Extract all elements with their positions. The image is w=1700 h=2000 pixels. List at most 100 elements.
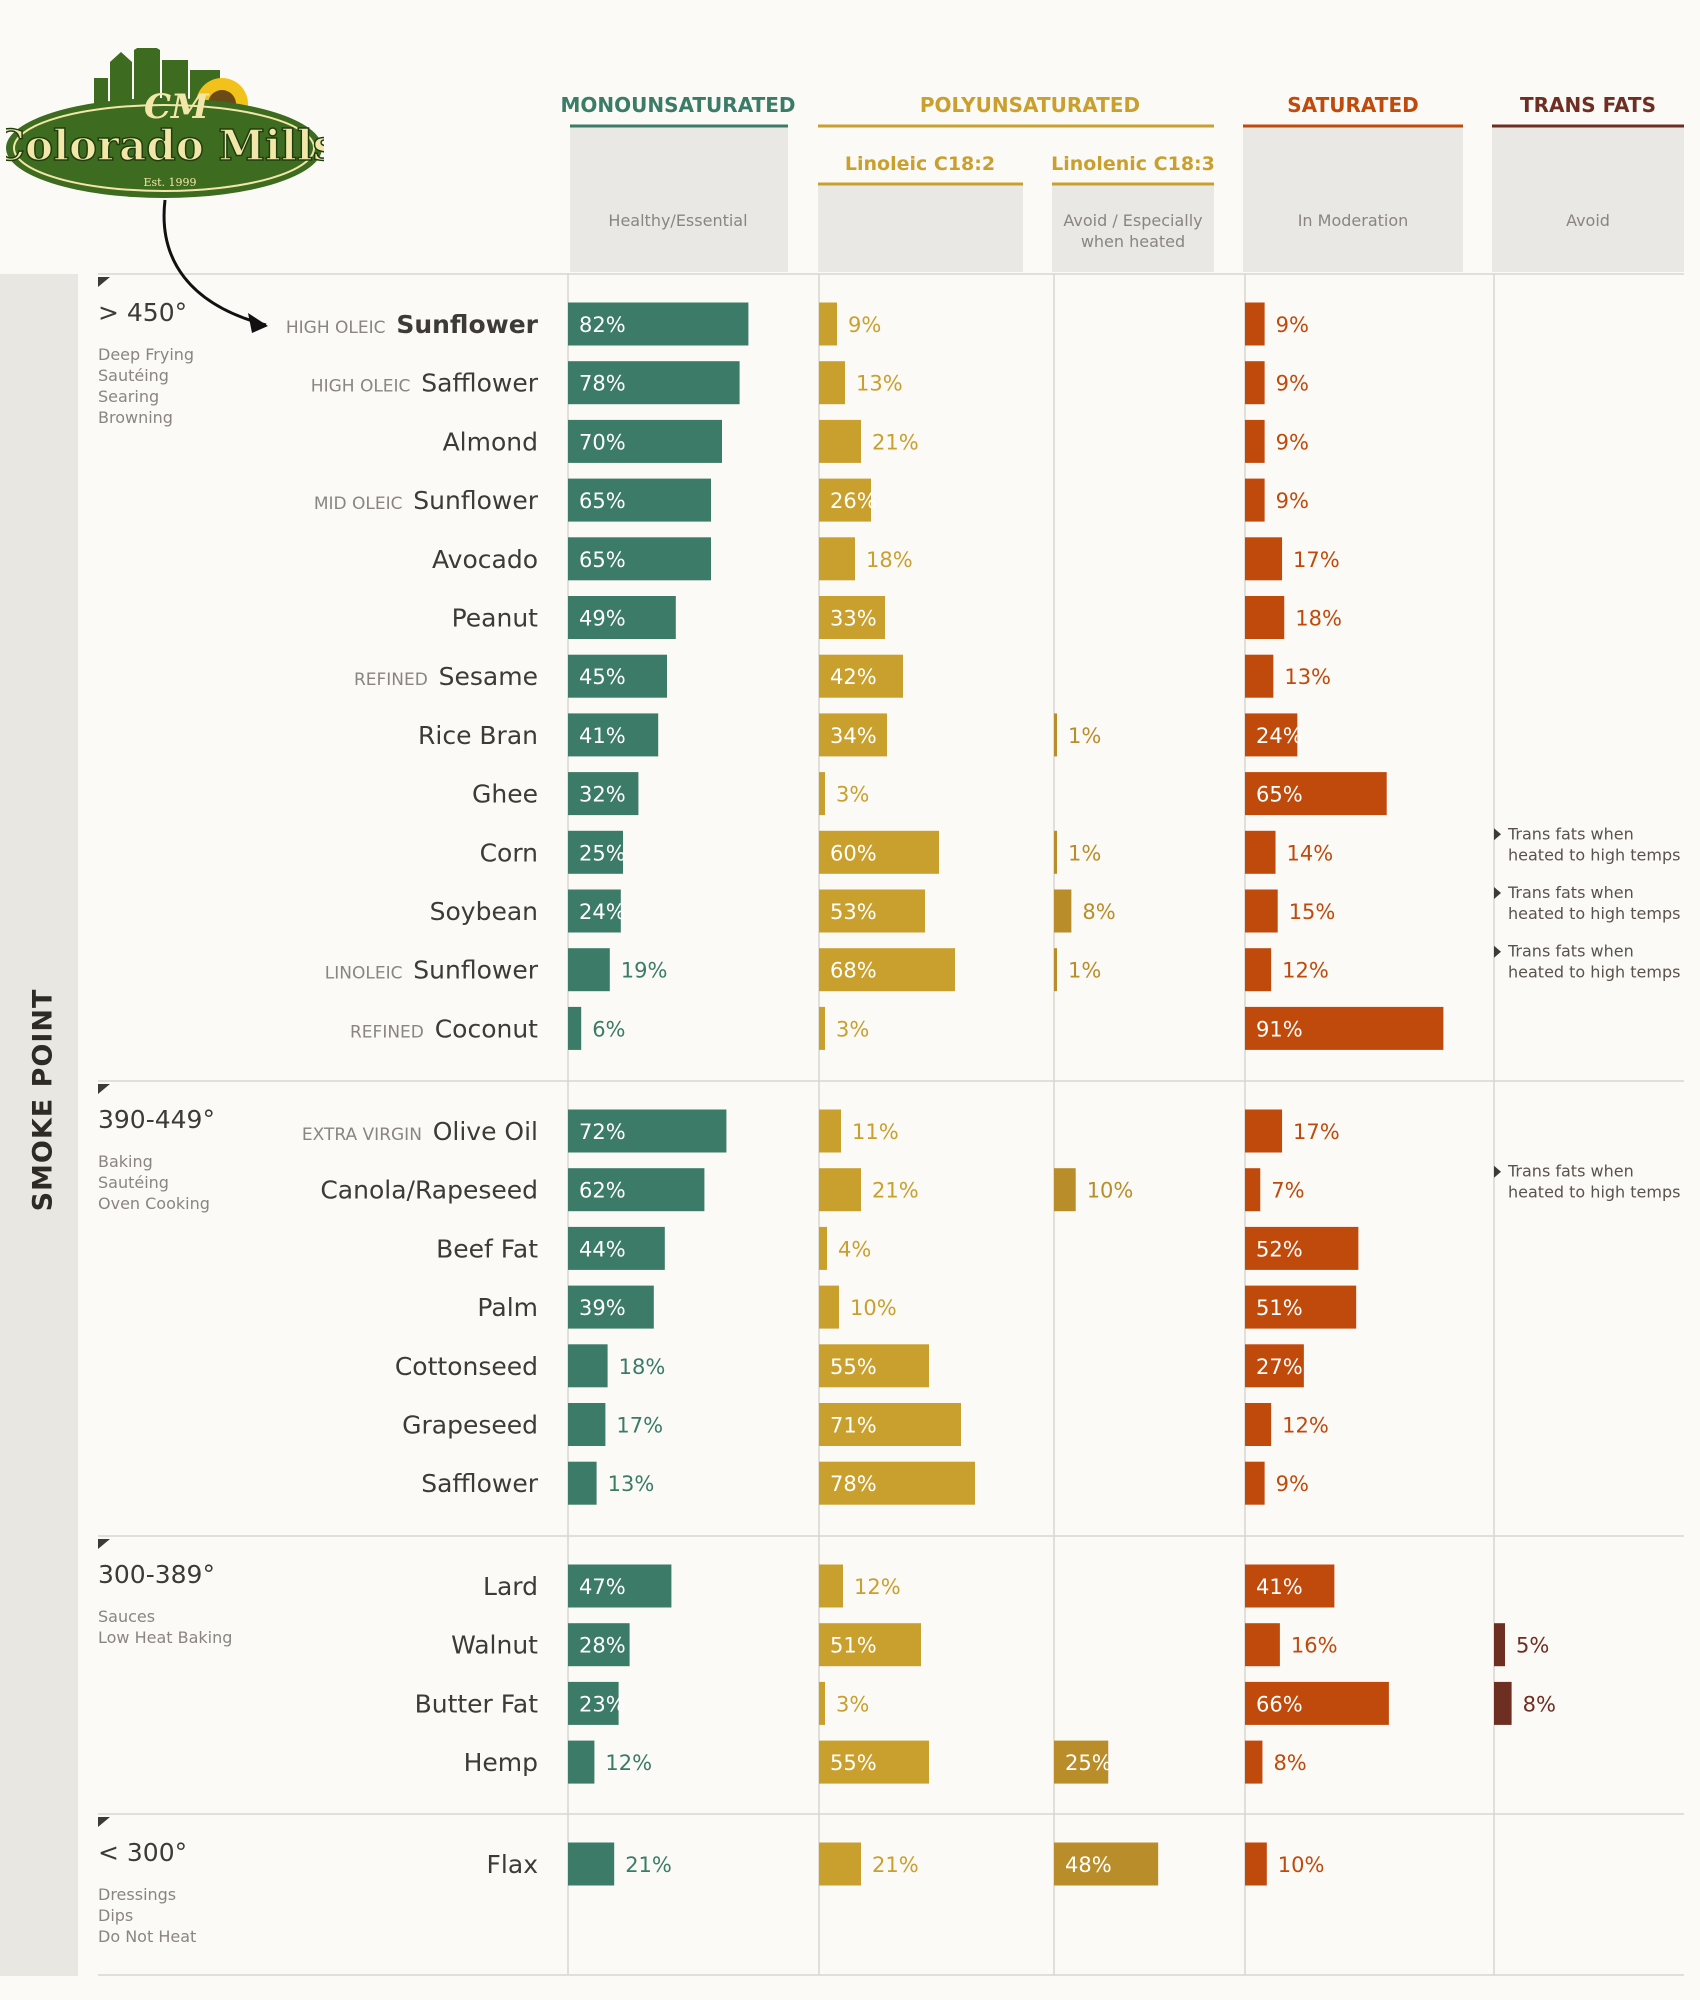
trans-note-marker — [1494, 828, 1501, 841]
oil-name: Canola/Rapeseed — [320, 1176, 538, 1205]
oil-name: Soybean — [430, 897, 538, 926]
bar-sat — [1245, 1842, 1267, 1886]
oil-name: Palm — [477, 1293, 538, 1322]
data-label-sat: 24% — [1256, 724, 1303, 748]
data-label-lnn: 25% — [1065, 1751, 1112, 1775]
oil-qualifier: REFINED — [350, 1022, 424, 1042]
bar-sat — [1245, 1461, 1265, 1505]
bar-sat — [1245, 1344, 1304, 1388]
data-label-lin: 55% — [830, 1355, 877, 1379]
bar-sat — [1245, 1564, 1335, 1608]
data-label-mono: 47% — [579, 1575, 626, 1599]
data-label-sat: 9% — [1276, 489, 1309, 513]
oil-label: Cottonseed — [395, 1352, 538, 1381]
data-label-sat: 12% — [1282, 1414, 1329, 1438]
bar-mono — [568, 948, 610, 992]
group-range: < 300° — [98, 1838, 187, 1867]
group-use: Low Heat Baking — [98, 1628, 232, 1647]
oil-name: Lard — [483, 1572, 538, 1601]
data-label-lin: 53% — [830, 900, 877, 924]
data-label-mono: 25% — [579, 841, 626, 865]
bar-sat — [1245, 1285, 1357, 1329]
group-use: Deep Frying — [98, 345, 194, 364]
data-label-lin: 13% — [856, 372, 903, 396]
trans-fats-note: Trans fats when — [1507, 883, 1634, 902]
column-title-sat: SATURATED — [1287, 93, 1418, 117]
group-use: Browning — [98, 408, 173, 427]
oil-name: Sunflower — [413, 486, 538, 515]
data-label-mono: 41% — [579, 724, 626, 748]
bar-lin — [819, 302, 837, 346]
data-label-sat: 18% — [1295, 607, 1342, 631]
trans-header-panel — [1492, 127, 1684, 272]
bar-lin — [819, 1226, 827, 1270]
data-label-lin: 21% — [872, 1179, 919, 1203]
bar-lin — [819, 596, 885, 639]
bar-mono — [568, 596, 676, 639]
bar-lin — [819, 1006, 825, 1050]
oil-label: Almond — [443, 427, 538, 456]
bar-lnn — [1054, 948, 1057, 992]
oil-qualifier: LINOLEIC — [325, 964, 403, 984]
group-range: 300-389° — [98, 1560, 215, 1589]
bar-mono — [568, 1461, 597, 1505]
group-use: Sautéing — [98, 366, 169, 385]
bar-lin — [819, 713, 887, 757]
data-label-sat: 15% — [1289, 900, 1336, 924]
bar-lin — [819, 1109, 841, 1153]
data-label-mono: 19% — [621, 959, 668, 983]
oil-label: LINOLEIC Sunflower — [325, 956, 539, 985]
bar-mono — [568, 1109, 727, 1153]
bar-sat — [1245, 772, 1387, 816]
data-label-sat: 52% — [1256, 1237, 1303, 1261]
bar-sat — [1245, 1403, 1272, 1446]
column-note-sat: In Moderation — [1298, 211, 1409, 230]
bar-lin — [819, 1344, 929, 1388]
trans-note-marker — [1494, 887, 1501, 899]
bar-lnn — [1054, 1168, 1076, 1212]
group-use: Dressings — [98, 1885, 176, 1904]
oil-qualifier: HIGH OLEIC — [286, 318, 386, 338]
trans-note-marker — [1494, 1165, 1501, 1178]
trans-fats-note: heated to high temps — [1508, 963, 1680, 982]
oil-label: HIGH OLEIC Sunflower — [286, 310, 539, 339]
oil-name: Avocado — [432, 545, 538, 574]
oil-label: Hemp — [464, 1748, 538, 1777]
bar-mono — [568, 1842, 615, 1886]
bar-sat — [1245, 948, 1272, 992]
group-use: Oven Cooking — [98, 1194, 210, 1213]
bar-sat — [1245, 419, 1265, 463]
bar-mono — [568, 1168, 705, 1212]
bar-sat — [1245, 1226, 1359, 1270]
bar-sat — [1245, 361, 1265, 405]
sat-header-panel — [1243, 127, 1463, 272]
data-label-sat: 51% — [1256, 1296, 1303, 1320]
bar-lin — [819, 419, 861, 463]
data-label-lin: 3% — [836, 783, 869, 807]
oil-label: EXTRA VIRGIN Olive Oil — [302, 1117, 538, 1146]
oil-name: Ghee — [472, 780, 538, 809]
oil-label: MID OLEIC Sunflower — [314, 486, 539, 515]
linoleic-header-panel — [818, 184, 1023, 272]
data-label-sat: 14% — [1287, 841, 1334, 865]
data-label-lnn: 1% — [1068, 959, 1101, 983]
data-label-lin: 21% — [872, 430, 919, 454]
data-label-lnn: 8% — [1082, 900, 1115, 924]
bar-sat — [1245, 537, 1283, 581]
group-use: Baking — [98, 1152, 153, 1171]
data-label-sat: 13% — [1284, 665, 1331, 689]
oil-name: Hemp — [464, 1748, 538, 1777]
group-corner-marker — [98, 1817, 110, 1827]
bar-mono — [568, 1564, 672, 1608]
bar-tr — [1494, 1681, 1512, 1725]
data-label-mono: 44% — [579, 1237, 626, 1261]
oil-label-gap — [422, 1125, 433, 1145]
oil-name: Cottonseed — [395, 1352, 538, 1381]
oil-name: Sunflower — [413, 956, 538, 985]
oil-label: Palm — [477, 1293, 538, 1322]
data-label-lnn: 10% — [1087, 1179, 1134, 1203]
oil-label: Corn — [480, 838, 538, 867]
data-label-sat: 9% — [1276, 1472, 1309, 1496]
data-label-lin: 11% — [852, 1120, 899, 1144]
data-label-sat: 8% — [1273, 1751, 1306, 1775]
